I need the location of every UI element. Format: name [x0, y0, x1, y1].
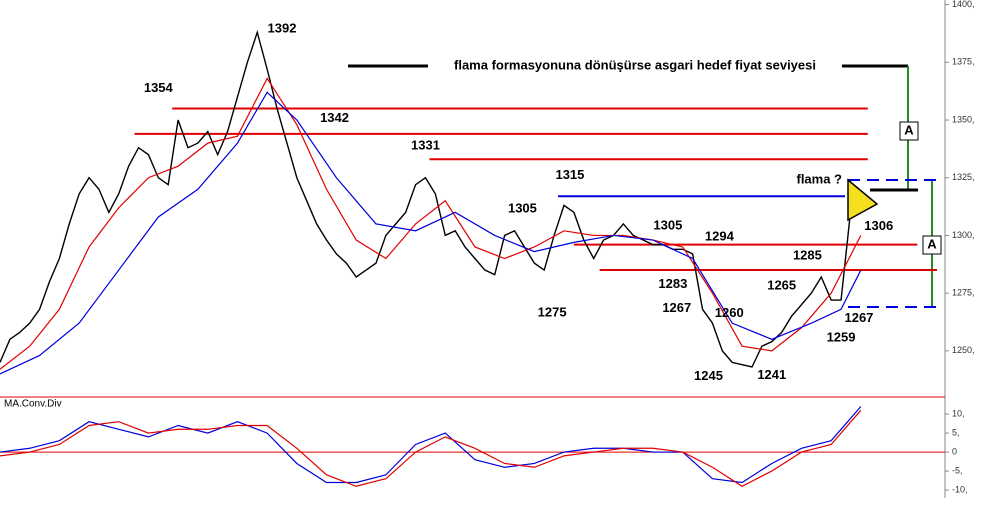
target-box	[899, 121, 919, 141]
price-label: 1283	[658, 276, 687, 291]
price-label: 1306	[864, 218, 893, 233]
y-tick-label: -5,	[952, 465, 963, 475]
pennant	[847, 178, 879, 222]
y-tick-label: 1400,	[952, 0, 975, 9]
price-label: 1267	[844, 310, 873, 325]
headline-bg	[428, 56, 842, 76]
y-tick-label: 1325,	[952, 172, 975, 182]
price-label: 1305	[653, 217, 682, 232]
price-label: 1267	[662, 300, 691, 315]
series-line	[0, 91, 862, 375]
price-label: 1265	[767, 278, 796, 293]
price-label: 1331	[411, 137, 440, 152]
price-label: 1260	[715, 305, 744, 320]
price-label: 1305	[508, 200, 537, 215]
price-label: 1354	[144, 80, 174, 95]
mast-box	[922, 235, 942, 255]
y-tick-label: 1350,	[952, 114, 975, 124]
pennant-label: flama ?	[796, 171, 842, 186]
price-label: 1241	[757, 367, 786, 382]
price-label: 1285	[793, 247, 822, 262]
y-tick-label: -10,	[952, 484, 968, 494]
headline: flama formasyonuna dönüşürse asgari hede…	[454, 57, 816, 72]
y-tick-label: 1300,	[952, 230, 975, 240]
mast-label: A	[927, 236, 937, 251]
price-label: 1294	[705, 229, 735, 244]
target-label: A	[904, 122, 914, 137]
marks: 1400, 1375, 1350, 1325, 1300, 1275, 1250, 1392 1…	[0, 0, 975, 494]
price-label: 1275	[538, 305, 567, 320]
series-line	[0, 409, 862, 487]
price-label: 1259	[827, 330, 856, 345]
series-line	[0, 29, 862, 368]
y-tick-label: 1275,	[952, 288, 975, 298]
price-label: 1245	[694, 368, 723, 383]
price-label: 1392	[268, 21, 297, 36]
price-label: 1315	[555, 167, 584, 182]
y-tick-label: 1250,	[952, 345, 975, 355]
y-tick-label: 0	[952, 446, 957, 456]
panel-title: MA.Conv.Div	[4, 399, 62, 410]
price-label: 1342	[320, 110, 349, 125]
y-tick-label: 5,	[952, 427, 960, 437]
series-line	[0, 406, 862, 484]
y-tick-label: 10,	[952, 408, 965, 418]
y-tick-label: 1375,	[952, 57, 975, 67]
series-line	[0, 77, 862, 370]
